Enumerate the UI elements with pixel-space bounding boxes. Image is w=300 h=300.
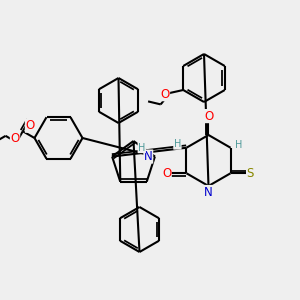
Text: O: O xyxy=(205,110,214,123)
Text: O: O xyxy=(160,88,170,101)
Text: H: H xyxy=(174,139,181,149)
Text: O: O xyxy=(11,132,20,145)
Text: H: H xyxy=(138,142,146,153)
Text: N: N xyxy=(144,150,153,163)
Text: H: H xyxy=(235,140,243,150)
Text: N: N xyxy=(204,185,213,199)
Text: O: O xyxy=(26,119,34,132)
Text: S: S xyxy=(247,167,254,180)
Text: O: O xyxy=(162,167,171,180)
